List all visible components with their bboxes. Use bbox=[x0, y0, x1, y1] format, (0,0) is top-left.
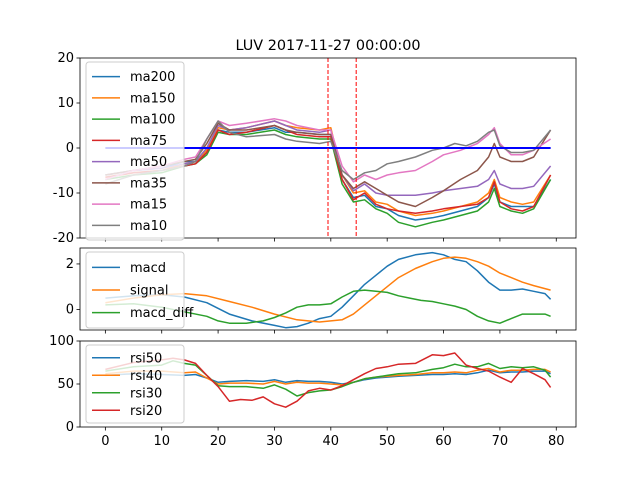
series-line-ma50 bbox=[105, 120, 552, 197]
series-line-ma10 bbox=[105, 120, 552, 185]
x-tick-label: 50 bbox=[379, 434, 396, 449]
chart-title: LUV 2017-11-27 00:00:00 bbox=[235, 38, 420, 54]
legend-label-rsi40: rsi40 bbox=[130, 369, 162, 384]
legend-label-ma75: ma75 bbox=[130, 134, 167, 149]
y-tick-label: 10 bbox=[57, 96, 74, 111]
y-tick-label: -10 bbox=[53, 186, 74, 201]
x-tick-label: 0 bbox=[101, 434, 109, 449]
series-line-ma150 bbox=[105, 120, 552, 217]
y-tick-label: 100 bbox=[49, 334, 74, 349]
x-tick-label: 60 bbox=[435, 434, 452, 449]
legend-label-ma200: ma200 bbox=[130, 70, 175, 85]
y-tick-label: 50 bbox=[57, 377, 74, 392]
series-line-ma100 bbox=[105, 129, 552, 228]
y-tick-label: 0 bbox=[66, 303, 74, 318]
legend-label-ma10: ma10 bbox=[130, 219, 167, 234]
panel-2: 0 2 macd signal macd_diff bbox=[66, 247, 577, 334]
legend-label-ma100: ma100 bbox=[130, 113, 175, 128]
x-tick-label: 10 bbox=[153, 434, 170, 449]
legend: rsi50 rsi40 rsi30 rsi20 bbox=[85, 344, 185, 424]
legend-label-rsi20: rsi20 bbox=[130, 404, 162, 419]
x-tick-label: 70 bbox=[492, 434, 509, 449]
y-tick-label: 0 bbox=[66, 420, 74, 435]
legend-label-ma150: ma150 bbox=[130, 91, 175, 106]
legend-label-ma15: ma15 bbox=[130, 198, 167, 213]
legend-label-rsi30: rsi30 bbox=[130, 386, 162, 401]
y-tick-label: 2 bbox=[66, 257, 74, 272]
legend-label-macd_diff: macd_diff bbox=[130, 306, 194, 321]
legend-label-rsi50: rsi50 bbox=[130, 351, 162, 366]
series-line-macd_diff bbox=[105, 289, 551, 324]
legend: ma200 ma150 ma100 ma75 ma50 ma35 ma15 ma10 bbox=[85, 61, 185, 241]
x-tick-label: 40 bbox=[323, 434, 340, 449]
legend-box bbox=[85, 251, 185, 329]
series-line-rsi20 bbox=[105, 352, 552, 408]
legend-box bbox=[85, 61, 185, 241]
panels: -20-1001020ma200ma150ma100ma75ma50ma35ma… bbox=[49, 51, 577, 449]
legend-box bbox=[85, 344, 185, 424]
y-tick-label: 20 bbox=[57, 51, 74, 66]
x-tick-label: 20 bbox=[210, 434, 227, 449]
panel-1: -20-1001020ma200ma150ma100ma75ma50ma35ma… bbox=[53, 51, 577, 246]
legend-label-signal: signal bbox=[130, 284, 168, 299]
x-tick-label: 30 bbox=[266, 434, 283, 449]
series-line-macd bbox=[105, 251, 552, 329]
y-tick-label: -20 bbox=[53, 231, 74, 246]
legend-label-macd: macd bbox=[130, 261, 166, 276]
y-tick-label: 0 bbox=[66, 141, 74, 156]
legend: macd signal macd_diff bbox=[85, 251, 194, 329]
x-tick-label: 80 bbox=[548, 434, 565, 449]
series-line-ma35 bbox=[105, 122, 552, 208]
legend-label-ma35: ma35 bbox=[130, 176, 167, 191]
axes-frame bbox=[79, 247, 577, 331]
legend-label-ma50: ma50 bbox=[130, 155, 167, 170]
